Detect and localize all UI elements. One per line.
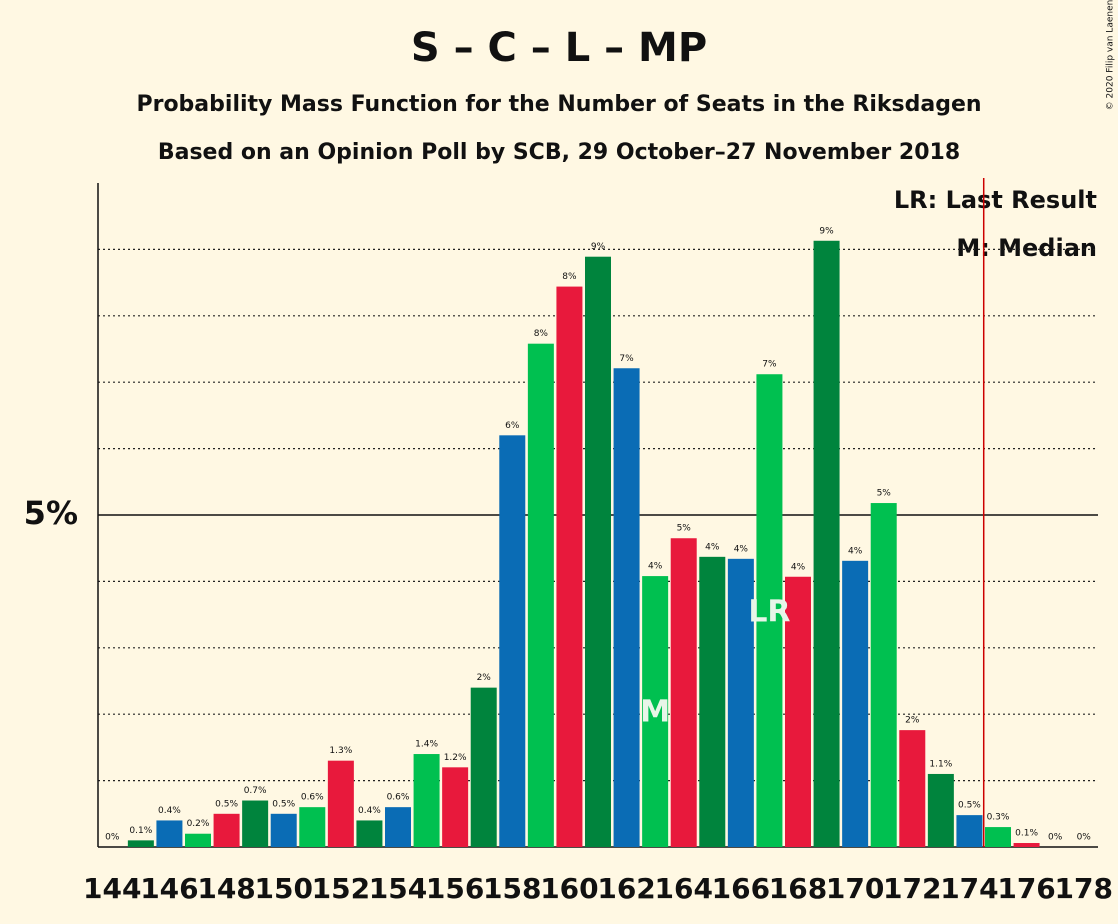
bar — [927, 773, 954, 847]
bar — [527, 343, 554, 847]
value-label: 4% — [848, 546, 863, 556]
bar — [127, 840, 154, 847]
x-tick-label: 158 — [483, 872, 541, 905]
x-tick-label: 172 — [883, 872, 941, 905]
value-label: 0.4% — [158, 806, 181, 816]
bar — [670, 538, 697, 847]
value-label: 5% — [877, 489, 892, 499]
x-tick-label: 170 — [826, 872, 884, 905]
value-label: 0.2% — [187, 819, 210, 829]
value-label: 0.1% — [1015, 829, 1038, 839]
value-label: 0.3% — [987, 813, 1010, 823]
bar — [756, 374, 783, 847]
bar — [470, 687, 497, 847]
bar — [213, 813, 240, 847]
value-label: 7% — [762, 360, 777, 370]
value-label: 4% — [705, 542, 720, 552]
bar — [870, 503, 897, 847]
legend-entry: LR: Last Result — [894, 186, 1097, 214]
value-label: 0.5% — [958, 801, 981, 811]
value-label: 2% — [905, 716, 920, 726]
value-label: 0.5% — [215, 799, 238, 809]
value-label: 0.7% — [244, 786, 267, 796]
bar — [813, 240, 840, 847]
bar — [1013, 843, 1040, 847]
value-label: 0.1% — [129, 826, 152, 836]
x-tick-label: 148 — [197, 872, 255, 905]
value-label: 0% — [1048, 833, 1063, 843]
x-tick-label: 176 — [997, 872, 1055, 905]
bar — [270, 813, 297, 847]
value-label: 4% — [648, 562, 663, 572]
value-label: 1.1% — [929, 759, 952, 769]
bar — [642, 576, 669, 847]
value-label: 6% — [505, 421, 520, 431]
bar — [327, 760, 354, 847]
last-result-marker: LR — [748, 595, 790, 630]
y-tick-label: 5% — [24, 494, 78, 532]
x-tick-label: 156 — [426, 872, 484, 905]
bar — [956, 815, 983, 847]
value-label: 1.3% — [329, 746, 352, 756]
x-tick-label: 146 — [140, 872, 198, 905]
bar — [613, 368, 640, 847]
median-marker: M — [640, 695, 670, 730]
value-label: 0.5% — [272, 799, 295, 809]
value-label: 0.6% — [301, 793, 324, 803]
bar — [727, 558, 754, 847]
value-label: 8% — [562, 272, 577, 282]
bar — [185, 833, 211, 847]
x-tick-label: 154 — [369, 872, 427, 905]
x-tick-label: 150 — [254, 872, 312, 905]
x-tick-label: 168 — [769, 872, 827, 905]
x-tick-label: 174 — [940, 872, 998, 905]
bar — [413, 754, 440, 847]
x-tick-label: 152 — [312, 872, 370, 905]
value-label: 0% — [1077, 833, 1092, 843]
chart-title: S – C – L – MP — [411, 25, 707, 71]
legend-entry: M: Median — [956, 234, 1097, 262]
bar — [385, 807, 411, 847]
bar — [699, 556, 726, 847]
value-label: 9% — [819, 226, 834, 236]
bar — [556, 286, 583, 848]
x-tick-label: 166 — [712, 872, 770, 905]
bar — [842, 560, 869, 847]
value-label: 7% — [619, 354, 634, 364]
bar — [356, 820, 383, 847]
value-label: 0.6% — [387, 793, 410, 803]
bar — [985, 827, 1011, 847]
x-tick-label: 162 — [597, 872, 655, 905]
value-label: 4% — [734, 544, 749, 554]
copyright: © 2020 Filip van Laenen — [1106, 0, 1116, 110]
x-tick-label: 144 — [83, 872, 141, 905]
x-tick-label: 160 — [540, 872, 598, 905]
subtitle: Based on an Opinion Poll by SCB, 29 Octo… — [158, 140, 960, 165]
value-label: 9% — [591, 242, 606, 252]
bar — [299, 807, 326, 847]
value-label: 5% — [677, 524, 692, 534]
bar — [899, 730, 926, 847]
value-label: 8% — [534, 329, 549, 339]
bar — [499, 435, 526, 847]
subtitle: Probability Mass Function for the Number… — [136, 92, 981, 117]
bar — [242, 800, 269, 847]
value-label: 0.4% — [358, 806, 381, 816]
bar — [785, 576, 811, 847]
value-label: 1.2% — [444, 753, 467, 763]
value-label: 1.4% — [415, 740, 438, 750]
x-tick-label: 164 — [654, 872, 712, 905]
bar — [156, 820, 183, 847]
value-label: 2% — [477, 673, 492, 683]
bar — [585, 256, 611, 848]
bar — [442, 767, 469, 847]
value-label: 0% — [105, 833, 120, 843]
value-label: 4% — [791, 562, 806, 572]
x-tick-label: 178 — [1054, 872, 1112, 905]
